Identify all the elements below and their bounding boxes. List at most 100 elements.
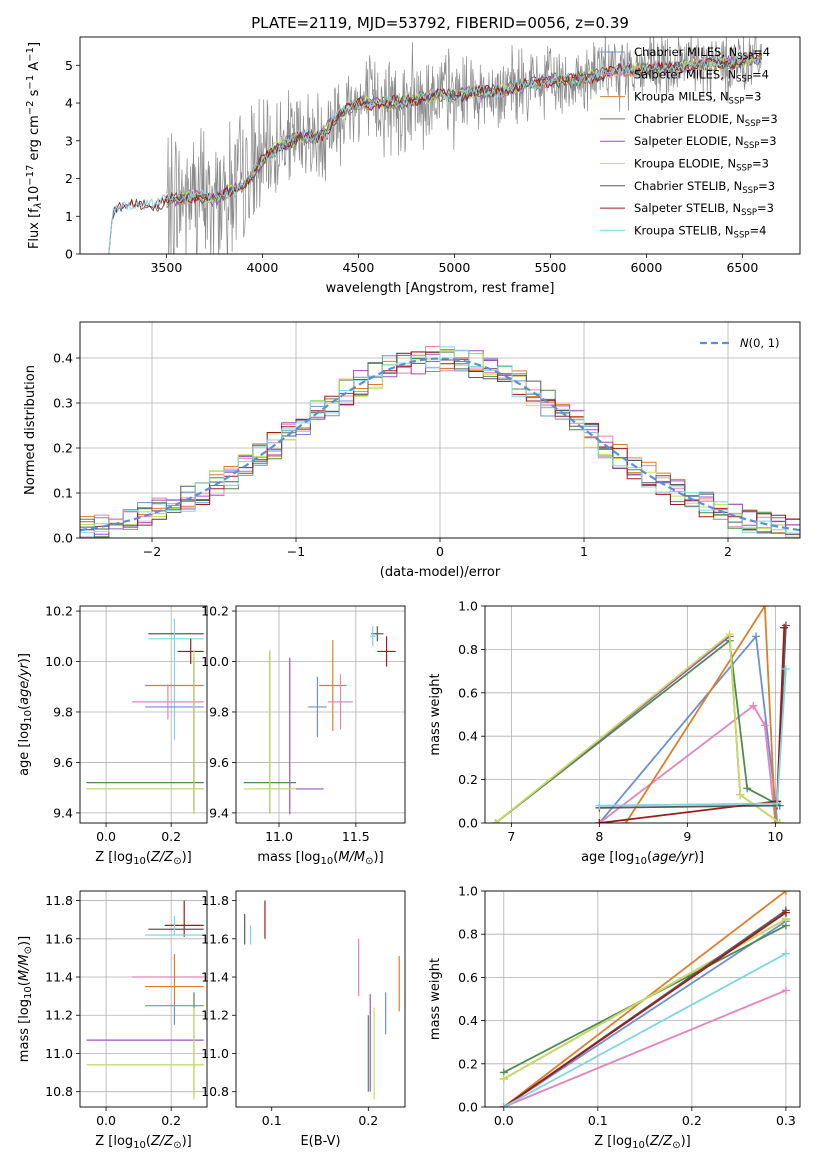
label-part: −17: [25, 165, 36, 186]
mass_vs_Z-plot-area: [86, 900, 204, 1100]
label-part: )]: [182, 1134, 192, 1149]
errorbar-salpeter_elodie: [86, 662, 204, 810]
age_vs_Z-ytick-label: 9.8: [53, 704, 73, 719]
weight-marker-salpeter_stelib: [781, 908, 790, 917]
weight-marker-chabrier_elodie: [743, 784, 752, 793]
weight-marker-kroupa_elodie: [775, 819, 784, 823]
errorbar-chabrier_miles: [308, 676, 327, 738]
residuals-axes: −2 −1 0 1 2 0.0 0.1 0.2 0.3 0.4 (data-model)/error…: [23, 321, 801, 580]
weight-marker-kroupa_elodie: [725, 630, 734, 639]
weight_vs_Z-ytick-label: 0.4: [458, 1013, 478, 1028]
label-part: M/M: [338, 850, 365, 865]
mass_vs_ebv-axes: 0.1 0.2 10.8 11.0 11.2 11.4 11.6 11.8 E(B-V): [201, 890, 406, 1149]
label-part: s: [27, 89, 42, 100]
label-part: (: [333, 850, 338, 865]
age_vs_Z-ytick-label: 9.4: [53, 805, 73, 820]
mass_vs_Z-ytick-label: 11.8: [45, 893, 73, 908]
residuals-legend: N(0, 1): [700, 336, 780, 350]
weight_vs_Z-xlabel: Z [log10(Z/Z⊙)]: [594, 1134, 691, 1151]
weight_vs_age-xlabel: age [log10(age/yr)]: [581, 850, 704, 867]
legend-label-sub: SSP: [736, 164, 752, 174]
legend-label-n: =3: [757, 201, 774, 215]
weight-line-chabrier_elodie: [495, 639, 781, 823]
legend-label-n: =3: [761, 112, 778, 126]
residuals-xlabel: (data-model)/error: [380, 565, 501, 580]
weight-marker-kroupa_elodie: [491, 819, 500, 823]
label-part: Flux [f: [27, 208, 42, 249]
label-part: (: [17, 705, 32, 710]
residuals-ytick-label: 0.0: [53, 531, 73, 546]
weight_vs_Z-ytick-label: 0.0: [458, 1100, 478, 1115]
legend-label-sub: SSP: [736, 74, 752, 84]
weight-marker-salpeter_stelib: [780, 623, 789, 632]
age_vs_Z-ytick-label: 9.6: [53, 755, 73, 770]
legend-label-base: Chabrier MILES, N: [634, 45, 737, 59]
weight-marker-kroupa_miles: [760, 606, 769, 610]
residuals-xtick-label: 2: [724, 544, 732, 559]
legend-label-sub: SSP: [745, 119, 761, 129]
label-part: ⊙: [672, 1140, 680, 1151]
errorbar-salpeter_elodie: [255, 657, 324, 815]
mass_vs_ebv-ytick-label: 11.2: [201, 1008, 229, 1023]
weight_vs_age-ytick-label: 0.6: [458, 685, 478, 700]
legend-label-normal-n: N: [740, 336, 749, 350]
weight_vs_age-xtick-label: 10: [767, 829, 783, 844]
legend-label-sub: SSP: [734, 230, 750, 240]
weight_vs_age-frame: [484, 605, 801, 824]
weight-marker-salpeter_miles: [760, 721, 769, 730]
label-part: (: [146, 850, 151, 865]
mass_vs_ebv-ytick-label: 10.8: [201, 1084, 229, 1099]
mass_vs_ebv-ytick-label: 11.8: [201, 893, 229, 908]
errorbar-kroupa_stelib: [148, 618, 204, 740]
label-part: Z/Z: [150, 1134, 174, 1149]
spectrum-data-line: [166, 37, 762, 254]
legend-label-sub: SSP: [744, 141, 760, 151]
weight-line-kroupa_miles: [625, 606, 777, 823]
weight_vs_age-ytick-label: 0.8: [458, 642, 478, 657]
spectrum-xtick-label: 6000: [630, 260, 662, 275]
legend-label-base: Salpeter ELODIE, N: [634, 134, 744, 148]
label-part: age/yr: [17, 662, 32, 705]
legend-label-base: Kroupa STELIB, N: [634, 223, 734, 237]
mass_vs_Z-axes: 0.0 0.210.811.011.211.411.611.8Z [log10(Z…: [17, 890, 208, 1151]
residuals-xtick-label: −1: [287, 544, 305, 559]
weight-marker-salpeter_stelib: [595, 819, 604, 823]
weight-line-kroupa_stelib: [503, 952, 787, 1107]
weight-line-kroupa_elodie: [495, 632, 781, 823]
label-part: ⊙: [23, 946, 34, 954]
normal-curve: [80, 357, 800, 532]
weight_vs_age-ytick-label: 1.0: [458, 599, 478, 614]
spectrum-ytick-label: 0: [65, 247, 73, 262]
weight-marker-kroupa_stelib: [781, 664, 790, 673]
mass_vs_ebv-plot-area: [244, 900, 400, 1100]
label-part: Normed distribution: [23, 365, 38, 495]
label-part: λ: [33, 202, 44, 209]
weight-marker-salpeter_miles: [749, 701, 758, 710]
spectrum-ytick-label: 1: [65, 209, 73, 224]
spectrum-frame: [79, 36, 801, 255]
label-part: )]: [681, 1134, 691, 1149]
age_vs_Z-ylabel: age [log10(age/yr)]: [17, 653, 34, 776]
errorbar-salpeter_stelib: [377, 636, 396, 667]
label-part: ⊙: [173, 1140, 181, 1151]
weight-line-salpeter_stelib: [503, 911, 787, 1107]
mass_vs_Z-ytick-label: 10.8: [45, 1084, 73, 1099]
legend-label-normal: N(0, 1): [740, 336, 780, 350]
weight-marker-kroupa_elodie: [499, 1074, 508, 1083]
label-part: 10: [632, 1140, 645, 1151]
errorbar-kroupa_elodie: [86, 1007, 204, 1100]
mass_vs_ebv-ytick-label: 11.4: [201, 970, 229, 985]
weight-line-chabrier_miles: [598, 634, 778, 823]
label-part: E(B-V): [300, 1134, 340, 1149]
label-part: −1: [25, 47, 36, 62]
weight_vs_Z-xtick-label: 0.0: [494, 1113, 514, 1128]
label-part: Z [log: [95, 1134, 133, 1149]
age_vs_Z-frame: [79, 605, 208, 824]
mass_vs_ebv-frame: [235, 890, 406, 1108]
label-part: (data-model)/error: [380, 565, 501, 580]
legend-label-n: =4: [749, 223, 766, 237]
label-part: 10: [23, 986, 34, 999]
mass_vs_Z-ytick-label: 11.4: [45, 970, 73, 985]
weight_vs_Z-axes: 0.0 0.1 0.2 0.3 0.0 0.2 0.4 0.6 0.8 1.0 Z [log10(Z…: [428, 884, 801, 1151]
